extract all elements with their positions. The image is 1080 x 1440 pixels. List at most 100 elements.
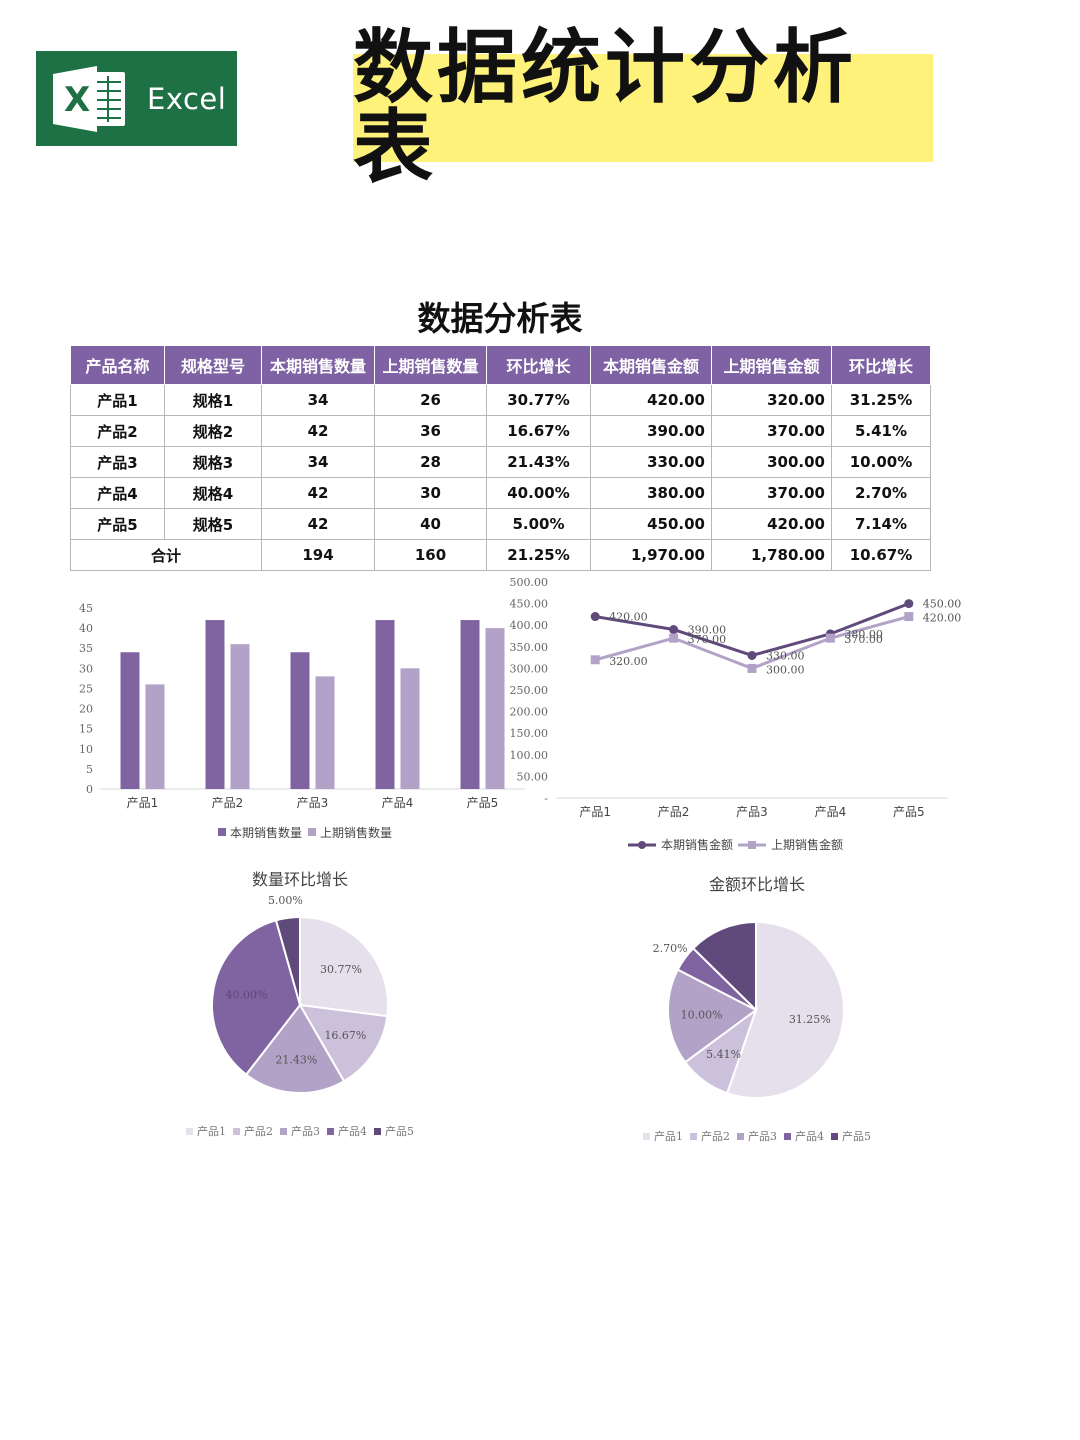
pie-quantity-title: 数量环比增长 (251, 870, 348, 889)
table-cell: 320.00 (711, 384, 832, 416)
table-cell: 产品2 (70, 415, 165, 447)
bar-y-tick: 25 (79, 682, 93, 695)
table-cell: 42 (261, 508, 375, 540)
pie-legend-label: 产品4 (795, 1129, 824, 1143)
bar (145, 684, 165, 789)
table-cell: 390.00 (590, 415, 712, 447)
line-data-label: 320.00 (609, 655, 648, 668)
banner-title: 数据统计分析表 (353, 21, 857, 194)
excel-logo: X Excel (36, 51, 237, 146)
line-point (590, 655, 600, 665)
pie-data-label: 5.41% (706, 1048, 741, 1061)
line-y-tick: 350.00 (510, 641, 549, 654)
line-legend-marker (638, 841, 646, 849)
line-legend-label: 上期销售金额 (771, 837, 843, 852)
table-cell: 380.00 (590, 477, 712, 509)
pie-data-label: 5.00% (268, 894, 303, 907)
bar (460, 620, 480, 789)
bar-y-tick: 30 (79, 662, 93, 675)
bar-x-tick: 产品4 (382, 796, 414, 810)
line-legend-marker (748, 841, 756, 849)
table-total-row: 合计 194 160 21.25% 1,970.00 1,780.00 10.6… (70, 539, 931, 571)
table-cell: 5.41% (831, 415, 931, 447)
pie-data-label: 2.70% (653, 942, 688, 955)
table-cell: 21.43% (486, 446, 591, 478)
bar-legend-label: 本期销售数量 (230, 825, 302, 840)
table-cell: 370.00 (711, 415, 832, 447)
total-cell: 194 (261, 539, 375, 571)
col-header: 上期销售金额 (711, 345, 832, 385)
pie-legend-swatch (737, 1133, 744, 1140)
line-y-tick: 500.00 (510, 576, 549, 589)
col-header: 本期销售数量 (261, 345, 375, 385)
bar-y-tick: 40 (79, 622, 93, 635)
col-header: 环比增长 (831, 345, 931, 385)
table-cell: 16.67% (486, 415, 591, 447)
pie-legend-label: 产品3 (748, 1129, 777, 1143)
pie-legend-label: 产品1 (197, 1124, 226, 1138)
bar-legend-swatch (218, 828, 226, 836)
table-cell: 规格1 (164, 384, 262, 416)
line-point (669, 633, 679, 643)
bar (230, 644, 250, 789)
bar-x-tick: 产品3 (297, 796, 329, 810)
table-cell: 30 (374, 477, 487, 509)
pie-legend-swatch (327, 1128, 334, 1135)
pie-slice (274, 915, 301, 1006)
line-data-label: 330.00 (766, 649, 805, 662)
pie-legend-swatch (643, 1133, 650, 1140)
pie-slice (667, 968, 758, 1064)
pie-legend-swatch (233, 1128, 240, 1135)
table-cell: 450.00 (590, 508, 712, 540)
table-cell: 34 (261, 446, 375, 478)
pie-data-label: 40.00% (225, 989, 267, 1002)
line-x-tick: 产品3 (736, 805, 768, 819)
bar-y-tick: 5 (86, 763, 93, 776)
bar-y-tick: 15 (79, 723, 93, 736)
table-cell: 2.70% (831, 477, 931, 509)
line-y-tick: 150.00 (510, 727, 549, 740)
bar-x-tick: 产品5 (467, 796, 499, 810)
line-y-tick: 50.00 (517, 770, 549, 783)
pie-legend-swatch (831, 1133, 838, 1140)
line-point (825, 633, 835, 643)
bar-x-tick: 产品1 (127, 796, 159, 810)
bar (120, 652, 140, 789)
table-cell: 300.00 (711, 446, 832, 478)
bar-x-tick: 产品2 (212, 796, 244, 810)
pie-legend-swatch (280, 1128, 287, 1135)
bar-y-tick: 35 (79, 642, 93, 655)
pie-legend-swatch (690, 1133, 697, 1140)
line-data-label: 380.00 (844, 628, 883, 641)
pie-legend-label: 产品2 (701, 1129, 730, 1143)
total-cell: 21.25% (486, 539, 591, 571)
pie-legend-swatch (784, 1133, 791, 1140)
line-y-tick: 300.00 (510, 662, 549, 675)
line-point (904, 599, 914, 609)
table-cell: 30.77% (486, 384, 591, 416)
table-row: 产品1 规格1 34 26 30.77% 420.00 320.00 31.25… (70, 384, 931, 416)
line-data-label: 370.00 (844, 633, 883, 646)
table-title: 数据分析表 (417, 299, 583, 338)
bar (485, 628, 505, 789)
pie-legend-label: 产品5 (842, 1129, 871, 1143)
pie-legend-label: 产品3 (291, 1124, 320, 1138)
pie-amount-title: 金额环比增长 (708, 875, 805, 894)
pie-legend-label: 产品5 (385, 1124, 414, 1138)
line-y-tick: - (544, 792, 548, 805)
line-x-tick: 产品5 (893, 805, 925, 819)
pie-slice (691, 920, 757, 1013)
pie-slice (211, 919, 302, 1077)
table-cell: 42 (261, 477, 375, 509)
line-point (747, 663, 757, 673)
col-header: 规格型号 (164, 345, 262, 385)
data-table: 产品名称 规格型号 本期销售数量 上期销售数量 环比增长 本期销售金额 上期销售… (70, 345, 931, 571)
line-y-tick: 250.00 (510, 684, 549, 697)
table-header-row: 产品名称 规格型号 本期销售数量 上期销售数量 环比增长 本期销售金额 上期销售… (70, 345, 931, 385)
total-label: 合计 (70, 539, 262, 571)
table-cell: 420.00 (590, 384, 712, 416)
table-cell: 10.00% (831, 446, 931, 478)
table-cell: 40.00% (486, 477, 591, 509)
bar-y-tick: 10 (79, 743, 93, 756)
table-cell: 420.00 (711, 508, 832, 540)
